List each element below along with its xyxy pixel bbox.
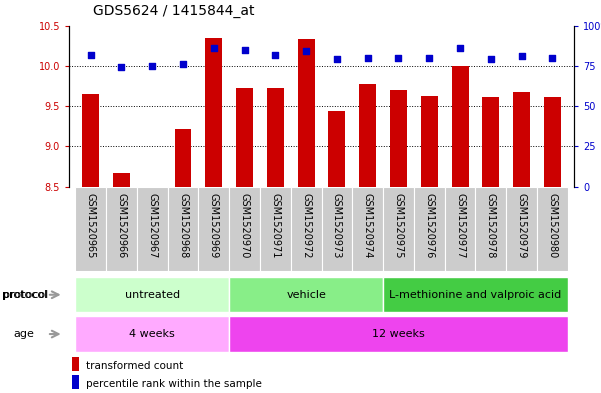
Text: protocol: protocol — [3, 290, 48, 300]
Text: GSM1520966: GSM1520966 — [117, 193, 126, 258]
Text: GSM1520980: GSM1520980 — [548, 193, 557, 258]
Text: GSM1520977: GSM1520977 — [455, 193, 465, 258]
Text: GSM1520969: GSM1520969 — [209, 193, 219, 258]
Text: vehicle: vehicle — [286, 290, 326, 300]
Point — [147, 62, 157, 69]
Text: GSM1520972: GSM1520972 — [301, 193, 311, 258]
Bar — [82, 94, 99, 187]
Bar — [72, 356, 79, 371]
Bar — [451, 66, 469, 187]
Point — [332, 56, 342, 62]
Bar — [513, 92, 530, 187]
Text: GSM1520970: GSM1520970 — [240, 193, 249, 258]
Point — [86, 51, 96, 58]
Bar — [359, 84, 376, 187]
Bar — [475, 187, 506, 271]
Point — [209, 45, 219, 51]
Bar — [75, 187, 106, 271]
Bar — [506, 187, 537, 271]
Text: 12 weeks: 12 weeks — [372, 329, 425, 339]
Bar — [383, 187, 414, 271]
Bar — [297, 39, 314, 187]
Bar — [291, 187, 322, 271]
Text: GSM1520979: GSM1520979 — [517, 193, 526, 258]
Bar — [113, 173, 130, 187]
Point — [178, 61, 188, 67]
Bar — [72, 375, 79, 389]
Text: GSM1520978: GSM1520978 — [486, 193, 496, 258]
Text: GSM1520971: GSM1520971 — [270, 193, 280, 258]
Text: percentile rank within the sample: percentile rank within the sample — [86, 379, 261, 389]
Bar — [544, 97, 561, 187]
Bar — [390, 90, 407, 187]
Text: L-methionine and valproic acid: L-methionine and valproic acid — [389, 290, 561, 300]
Text: untreated: untreated — [124, 290, 180, 300]
Text: GDS5624 / 1415844_at: GDS5624 / 1415844_at — [93, 4, 255, 18]
Bar — [106, 187, 137, 271]
Text: GSM1520973: GSM1520973 — [332, 193, 342, 258]
Bar — [383, 277, 568, 312]
Text: GSM1520967: GSM1520967 — [147, 193, 157, 258]
Text: protocol: protocol — [2, 290, 47, 300]
Bar — [537, 187, 568, 271]
Point — [455, 45, 465, 51]
Point — [517, 53, 526, 59]
Bar — [198, 187, 229, 271]
Text: 4 weeks: 4 weeks — [129, 329, 175, 339]
Bar — [174, 129, 192, 187]
Bar — [168, 187, 198, 271]
Bar — [229, 187, 260, 271]
Text: GSM1520974: GSM1520974 — [363, 193, 373, 258]
Text: GSM1520965: GSM1520965 — [86, 193, 96, 258]
Bar — [75, 316, 229, 352]
Text: transformed count: transformed count — [86, 361, 183, 371]
Point — [240, 46, 249, 53]
Bar — [322, 187, 352, 271]
Bar — [229, 316, 568, 352]
Point — [270, 51, 280, 58]
Bar — [137, 187, 168, 271]
Bar — [267, 88, 284, 187]
Point — [301, 48, 311, 55]
Bar — [414, 187, 445, 271]
Bar — [352, 187, 383, 271]
Text: GSM1520975: GSM1520975 — [394, 193, 403, 258]
Bar — [206, 38, 222, 187]
Point — [424, 55, 434, 61]
Text: GSM1520968: GSM1520968 — [178, 193, 188, 258]
Point — [394, 55, 403, 61]
Text: GSM1520976: GSM1520976 — [424, 193, 435, 258]
Bar — [445, 187, 475, 271]
Bar — [421, 95, 438, 187]
Point — [363, 55, 373, 61]
Bar — [483, 97, 499, 187]
Bar — [236, 88, 253, 187]
Bar — [260, 187, 291, 271]
Point — [548, 55, 557, 61]
Point — [486, 56, 496, 62]
Bar — [75, 277, 229, 312]
Point — [117, 64, 126, 71]
Bar — [329, 111, 346, 187]
Text: age: age — [14, 329, 35, 339]
Bar — [229, 277, 383, 312]
